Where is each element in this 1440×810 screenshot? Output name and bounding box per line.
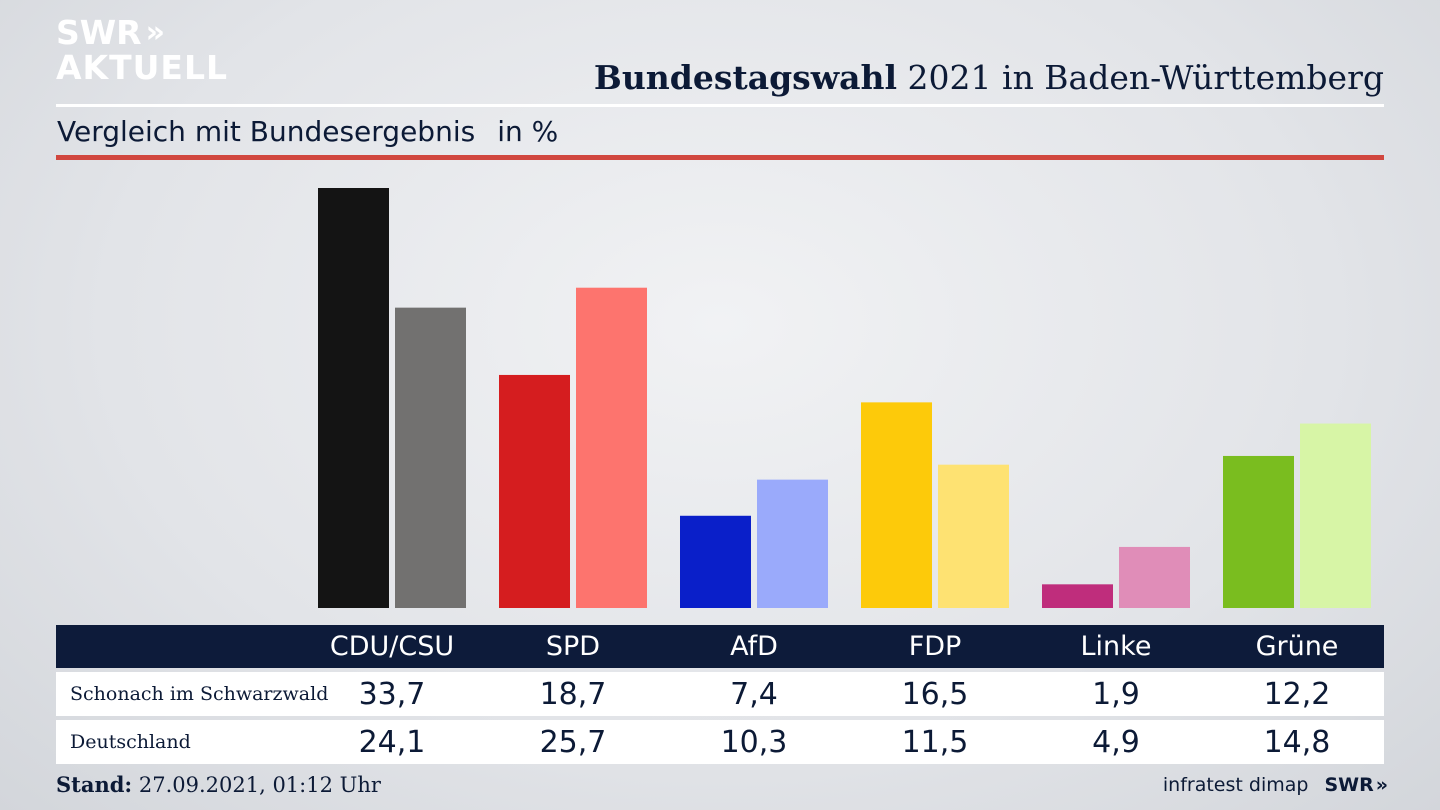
bar-chart — [318, 188, 1371, 608]
value-spd-local: 18,7 — [539, 676, 607, 712]
value-fdp-local: 16,5 — [901, 676, 969, 712]
bar-spd-national — [576, 287, 647, 608]
chart-title-rest: 2021 in Baden-Württemberg — [897, 58, 1384, 97]
footer-chevrons-icon: » — [1375, 774, 1388, 796]
bar-afd-national — [757, 479, 828, 608]
value-gr-ne-local: 12,2 — [1263, 676, 1331, 712]
bar-gr-ne-local — [1223, 455, 1294, 608]
subtitle-text: Vergleich mit Bundesergebnis — [57, 115, 476, 148]
party-label-gr-ne: Grüne — [1255, 631, 1339, 662]
timestamp-value: 27.09.2021, 01:12 Uhr — [132, 773, 381, 797]
chart-title-bold: Bundestagswahl — [593, 58, 898, 97]
bar-linke-local — [1042, 584, 1113, 608]
bar-cdu-csu-national — [395, 307, 466, 608]
title-divider — [56, 104, 1384, 107]
row-label-local: Schonach im Schwarzwald — [70, 683, 329, 705]
party-label-linke: Linke — [1080, 631, 1152, 662]
value-cdu-csu-local: 33,7 — [358, 676, 426, 712]
chart-subtitle: Vergleich mit Bundesergebnis in % — [57, 115, 558, 148]
timestamp-label: Stand: — [56, 772, 133, 797]
logo-swr-text: SWR — [56, 13, 142, 52]
value-linke-national: 4,9 — [1092, 724, 1140, 760]
value-fdp-national: 11,5 — [901, 724, 969, 760]
bar-fdp-national — [938, 464, 1009, 608]
timestamp: Stand: 27.09.2021, 01:12 Uhr — [56, 772, 381, 797]
subtitle-divider — [56, 155, 1384, 160]
results-table: CDU/CSU SPD AfD FDP Linke Grüne Schonach im S… — [56, 625, 1384, 764]
party-label-fdp: FDP — [908, 631, 962, 662]
source-credit: infratest dimap SWR» — [1162, 774, 1388, 796]
table-row-local: Schonach im Schwarzwald 33,7 18,7 7,4 16,5 1… — [56, 672, 1384, 716]
bar-gr-ne-national — [1300, 423, 1371, 608]
bar-linke-national — [1119, 546, 1190, 608]
subtitle-unit: in % — [497, 115, 559, 148]
party-label-cdu-csu: CDU/CSU — [329, 631, 455, 662]
value-spd-national: 25,7 — [539, 724, 607, 760]
value-linke-local: 1,9 — [1092, 676, 1140, 712]
bar-cdu-csu-local — [318, 188, 389, 608]
party-label-afd: AfD — [730, 631, 778, 662]
value-afd-local: 7,4 — [730, 676, 778, 712]
chart-title: Bundestagswahl 2021 in Baden-Württemberg — [594, 58, 1384, 97]
value-afd-national: 10,3 — [720, 724, 788, 760]
footer-swr-logo: SWR — [1324, 774, 1374, 796]
row-label-national: Deutschland — [70, 731, 191, 753]
bar-fdp-local — [861, 402, 932, 608]
party-label-spd: SPD — [545, 631, 601, 662]
source-text: infratest dimap — [1162, 774, 1309, 796]
swr-aktuell-logo: SWR» AKTUELL — [56, 16, 228, 84]
party-header-row: CDU/CSU SPD AfD FDP Linke Grüne — [56, 625, 1384, 668]
table-row-national: Deutschland 24,1 25,7 10,3 11,5 4,9 14,8 — [56, 720, 1384, 764]
bar-spd-local — [499, 374, 570, 608]
bar-afd-local — [680, 515, 751, 608]
value-gr-ne-national: 14,8 — [1263, 724, 1331, 760]
logo-aktuell-text: AKTUELL — [56, 48, 229, 87]
value-cdu-csu-national: 24,1 — [358, 724, 426, 760]
